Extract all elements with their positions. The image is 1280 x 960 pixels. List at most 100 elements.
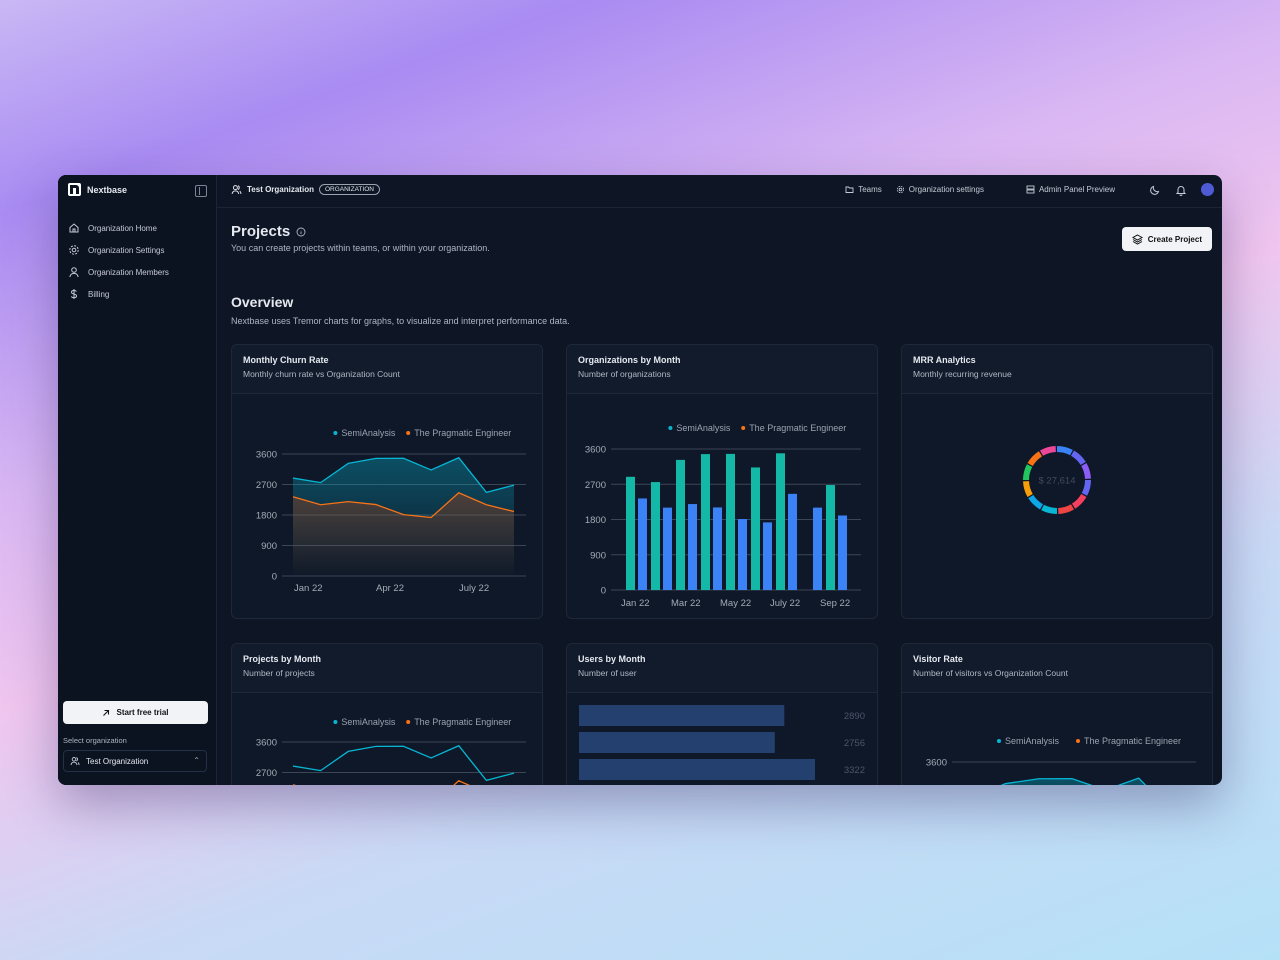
y-tick-label: 1800 xyxy=(585,515,606,526)
y-tick-label: 900 xyxy=(590,550,606,561)
donut-slice xyxy=(1056,446,1073,456)
start-free-trial-button[interactable]: Start free trial xyxy=(63,701,208,724)
nextbase-logo-icon xyxy=(68,183,81,196)
user-bar-value: 2890 xyxy=(844,711,865,722)
bar-pragmatic xyxy=(663,507,672,590)
monthly-churn-chart: SemiAnalysis The Pragmatic Engineer 3600 27… xyxy=(256,428,526,594)
create-project-label: Create Project xyxy=(1147,234,1202,244)
legend-dot xyxy=(333,720,338,724)
donut-slice xyxy=(1023,480,1033,497)
bell-icon[interactable] xyxy=(1175,184,1187,196)
card-subtitle: Monthly recurring revenue xyxy=(913,369,1012,379)
bar-pragmatic xyxy=(638,498,647,590)
chart-card-organizations: Organizations by Month Number of organiz… xyxy=(566,344,878,619)
legend-label: The Pragmatic Engineer xyxy=(414,428,511,438)
x-tick-label: July 22 xyxy=(459,583,489,594)
info-icon[interactable] xyxy=(296,227,306,237)
y-tick-label: 900 xyxy=(261,541,277,552)
legend-dot xyxy=(406,720,411,724)
page-title-row: Projects xyxy=(231,223,306,240)
legend-label: SemiAnalysis xyxy=(676,423,731,433)
pragmatic-line xyxy=(292,492,515,519)
card-title: Visitor Rate xyxy=(913,654,963,664)
y-tick-label: 0 xyxy=(601,586,606,597)
organization-select[interactable]: Test Organization ⌃ xyxy=(63,750,207,772)
bar-pragmatic xyxy=(813,507,822,590)
sidebar-item-organization-settings[interactable]: Organization Settings xyxy=(68,239,169,261)
pragmatic-line xyxy=(292,780,471,785)
x-tick-label: Jan 22 xyxy=(621,598,650,609)
org-name: Test Organization xyxy=(247,185,314,194)
sidebar-nav: Organization Home Organization Settings … xyxy=(68,217,169,305)
page-title: Projects xyxy=(231,223,291,240)
gear-icon xyxy=(896,185,904,194)
y-tick-label: 3600 xyxy=(256,450,277,461)
y-tick-label: 2700 xyxy=(256,480,277,491)
layers-icon xyxy=(1131,233,1143,245)
user-icon xyxy=(69,267,79,278)
server-icon xyxy=(1026,185,1035,194)
donut-slice xyxy=(1057,504,1074,514)
x-tick-label: Jan 22 xyxy=(294,583,323,594)
chart-card-visitor-rate: Visitor Rate Number of visitors vs Organ… xyxy=(901,643,1213,785)
overview-description: Nextbase uses Tremor charts for graphs, … xyxy=(231,316,570,326)
legend-label: SemiAnalysis xyxy=(341,717,396,727)
admin-panel-preview-link[interactable]: Admin Panel Preview xyxy=(1026,185,1115,194)
semianalysis-line xyxy=(1000,777,1147,785)
donut-slice xyxy=(1081,479,1091,496)
legend-label: The Pragmatic Engineer xyxy=(414,717,511,727)
chart-card-projects: Projects by Month Number of projects Sem… xyxy=(231,643,543,785)
y-tick-label: 3600 xyxy=(585,445,606,456)
sidebar-item-label: Organization Members xyxy=(88,267,169,277)
sidebar: Nextbase Organization Home Organization … xyxy=(58,175,217,785)
overview-title: Overview xyxy=(231,294,294,310)
sidebar-item-label: Organization Home xyxy=(88,223,157,233)
card-title: Monthly Churn Rate xyxy=(243,355,329,365)
sidebar-collapse-icon[interactable] xyxy=(195,185,207,197)
legend-dot xyxy=(997,739,1001,743)
start-free-trial-label: Start free trial xyxy=(116,708,169,717)
x-tick-label: Sep 22 xyxy=(820,598,850,609)
sidebar-item-label: Billing xyxy=(88,289,110,299)
page-description: You can create projects within teams, or… xyxy=(231,243,490,253)
org-breadcrumb[interactable]: Test Organization ORGANIZATION xyxy=(231,184,380,195)
bar-pragmatic xyxy=(838,515,847,590)
organization-select-value: Test Organization xyxy=(86,756,149,766)
semianalysis-line xyxy=(292,744,515,782)
chevron-up-down-icon: ⌃ xyxy=(193,756,200,765)
topbar-links: Teams Organization settings Admin Panel … xyxy=(845,183,1214,196)
sidebar-item-billing[interactable]: Billing xyxy=(68,283,169,305)
main-content: Projects You can create projects within … xyxy=(217,208,1222,785)
teams-link[interactable]: Teams xyxy=(845,185,882,194)
y-tick-label: 1800 xyxy=(256,511,277,522)
visitor-rate-chart: SemiAnalysis The Pragmatic Engineer 3600 xyxy=(926,736,1196,785)
admin-panel-preview-label: Admin Panel Preview xyxy=(1038,185,1115,194)
avatar[interactable] xyxy=(1201,183,1214,196)
legend-dot xyxy=(668,426,673,430)
bar-semianalysis xyxy=(626,476,635,590)
projects-chart: SemiAnalysis The Pragmatic Engineer 3600 27… xyxy=(256,717,526,785)
sidebar-item-organization-home[interactable]: Organization Home xyxy=(68,217,169,239)
bar-semianalysis xyxy=(676,459,685,590)
user-bar-value: 3322 xyxy=(844,765,865,776)
card-subtitle: Number of organizations xyxy=(578,369,671,379)
x-tick-label: Apr 22 xyxy=(376,583,404,594)
user-bar xyxy=(579,705,785,726)
user-bar-value: 2756 xyxy=(844,738,865,749)
brand-name: Nextbase xyxy=(87,184,128,195)
sidebar-item-organization-members[interactable]: Organization Members xyxy=(68,261,169,283)
bar-semianalysis xyxy=(701,454,710,590)
organization-settings-link[interactable]: Organization settings xyxy=(896,185,984,194)
brand[interactable]: Nextbase xyxy=(68,183,127,196)
gear-icon xyxy=(69,245,79,255)
donut-slice xyxy=(1081,463,1091,480)
legend-dot xyxy=(1076,739,1080,743)
moon-icon[interactable] xyxy=(1149,184,1161,196)
card-subtitle: Number of user xyxy=(578,668,637,678)
home-icon xyxy=(69,223,79,233)
bar-semianalysis xyxy=(776,453,785,590)
create-project-button[interactable]: Create Project xyxy=(1121,227,1212,251)
donut-slice xyxy=(1070,450,1086,466)
card-title: Projects by Month xyxy=(243,654,322,664)
chart-card-users: Users by Month Number of user 2890 2756 33… xyxy=(566,643,878,785)
